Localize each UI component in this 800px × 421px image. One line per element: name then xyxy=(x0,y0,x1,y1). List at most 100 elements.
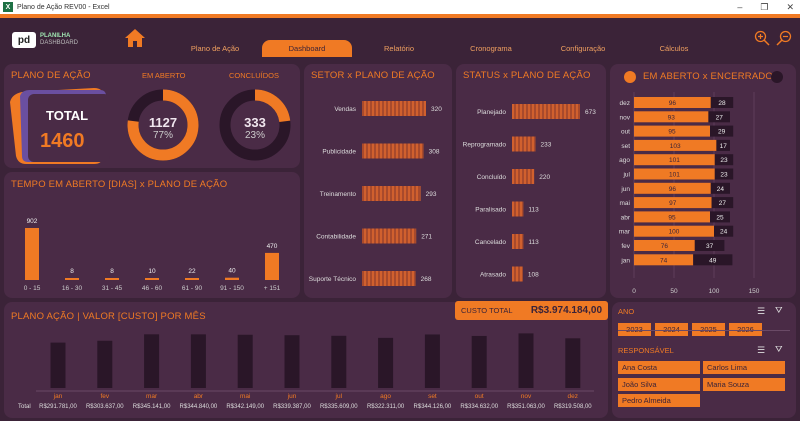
status-category-label: Atrasado xyxy=(480,272,506,279)
year-filter-2026[interactable]: 2026 xyxy=(729,323,762,336)
close-button[interactable]: ✕ xyxy=(786,1,794,12)
ae-aberto-bar xyxy=(634,125,710,137)
resp-multiselect-icon[interactable]: ☰ xyxy=(757,345,766,355)
ano-clear-filter-icon[interactable]: ⛛ xyxy=(775,305,783,315)
minimize-button[interactable]: – xyxy=(737,2,743,12)
ae-aberto-value: 76 xyxy=(661,243,669,250)
tab-dashboard[interactable]: Dashboard xyxy=(262,40,352,57)
ae-encerrado-bar xyxy=(714,225,734,237)
tab-configura-o[interactable]: Configuração xyxy=(560,44,606,53)
tab-plano-de-a-o[interactable]: Plano de Ação xyxy=(190,44,240,53)
tempo-title: TEMPO EM ABERTO [DIAS] x PLANO DE AÇÃO xyxy=(11,179,228,190)
ae-encerrado-bar xyxy=(710,182,730,194)
ae-aberto-bar xyxy=(634,139,717,151)
custo-bar xyxy=(331,335,347,388)
custo-total-value: R$3.974.184,00 xyxy=(530,305,602,316)
window-titlebar: X Plano de Ação REV00 - Excel – ❐ ✕ xyxy=(0,0,800,14)
setor-value-label: 320 xyxy=(431,106,442,113)
custo-value-label: R$342.149,00 xyxy=(226,404,264,410)
tab-c-lculos[interactable]: Cálculos xyxy=(659,44,689,53)
custo-month-label: dez xyxy=(568,393,578,400)
ae-month-label: fev xyxy=(621,243,630,250)
window-title: Plano de Ação REV00 - Excel xyxy=(17,3,110,11)
ano-multiselect-icon[interactable]: ☰ xyxy=(757,306,766,316)
resp-label: RESPONSÁVEL xyxy=(618,346,674,355)
filter-divider xyxy=(618,330,790,331)
custo-value-label: R$303.637,00 xyxy=(86,404,124,410)
responsavel-filter-item[interactable]: João Silva xyxy=(618,377,700,391)
tempo-chart: 902 0 - 15 8 16 - 30 8 31 - 45 10 46 - 60 22 61 -… xyxy=(24,218,281,292)
status-value-label: 220 xyxy=(539,174,550,181)
responsavel-filter-item[interactable]: Ana Costa xyxy=(618,361,700,374)
tempo-bar xyxy=(145,278,159,280)
ae-encerrado-value: 23 xyxy=(720,157,728,164)
setor-panel: SETOR x PLANO DE AÇÃO Vendas 320 Publicida… xyxy=(304,64,452,298)
setor-value-label: 271 xyxy=(421,234,432,241)
ae-axis-tick: 0 xyxy=(632,288,636,295)
ae-aberto-value: 103 xyxy=(670,143,681,150)
maximize-button[interactable]: ❐ xyxy=(760,1,769,12)
responsavel-filter-item[interactable]: Maria Souza xyxy=(703,377,785,391)
home-icon[interactable] xyxy=(124,28,146,48)
tempo-panel: TEMPO EM ABERTO [DIAS] x PLANO DE AÇÃO 9… xyxy=(4,172,300,298)
concluidos-label: CONCLUÍDOS xyxy=(229,71,280,80)
brand-logo: pd PLANILHA DASHBOARD xyxy=(12,30,80,50)
tempo-category-label: 16 - 30 xyxy=(62,285,83,292)
custo-bar xyxy=(284,335,300,388)
ae-aberto-value: 96 xyxy=(669,100,677,107)
total-cards xyxy=(10,88,110,164)
ae-aberto-value: 97 xyxy=(669,200,677,207)
ae-aberto-bar xyxy=(634,111,709,123)
status-bar xyxy=(512,169,535,184)
zoom-out-icon[interactable] xyxy=(776,30,792,46)
ae-aberto-bar xyxy=(634,182,711,194)
ae-encerrado-value: 25 xyxy=(716,214,724,221)
ae-aberto-bar xyxy=(634,254,694,266)
tab-cronograma[interactable]: Cronograma xyxy=(470,44,512,53)
tempo-value-label: 10 xyxy=(148,268,156,275)
tempo-value-label: 8 xyxy=(110,268,114,275)
status-category-label: Concluído xyxy=(477,174,507,181)
ae-month-label: mai xyxy=(620,200,630,207)
custo-bar xyxy=(190,334,206,388)
status-bar xyxy=(512,201,524,217)
setor-category-label: Suporte Técnico xyxy=(309,276,357,283)
setor-value-label: 308 xyxy=(429,149,440,156)
year-filter-2023[interactable]: 2023 xyxy=(618,323,651,336)
custo-value-label: R$335.609,00 xyxy=(320,404,358,410)
ae-month-label: jan xyxy=(620,257,630,264)
setor-title: SETOR x PLANO DE AÇÃO xyxy=(311,70,435,81)
ae-axis-tick: 50 xyxy=(670,288,678,295)
custo-value-label: R$344.126,00 xyxy=(414,404,452,410)
responsavel-filter-item[interactable]: Carlos Lima xyxy=(703,361,785,374)
custo-bar xyxy=(565,338,581,388)
custo-bar xyxy=(518,333,534,388)
ae-encerrado-bar xyxy=(708,111,730,123)
ae-axis-tick: 150 xyxy=(749,288,760,295)
brand-sub: DASHBOARD xyxy=(40,40,79,46)
zoom-in-icon[interactable] xyxy=(754,30,770,46)
setor-bar xyxy=(362,271,416,286)
custo-bar xyxy=(424,334,440,388)
status-category-label: Paralisado xyxy=(475,207,506,214)
responsavel-filter-item[interactable]: Pedro Almeida xyxy=(618,394,700,407)
ae-month-label: mar xyxy=(619,229,631,236)
custo-value-label: R$339.387,00 xyxy=(273,404,311,410)
tab-relat-rio[interactable]: Relatório xyxy=(383,44,414,53)
custo-month-label: jun xyxy=(287,393,297,400)
resp-clear-filter-icon[interactable]: ⛛ xyxy=(775,344,783,354)
ae-encerrado-value: 27 xyxy=(716,114,724,121)
status-panel: STATUS x PLANO DE AÇÃO Planejado 673 Repro… xyxy=(456,64,606,298)
custo-bar xyxy=(144,334,160,388)
year-filter-2025[interactable]: 2025 xyxy=(692,323,725,336)
custo-total-label: CUSTO TOTAL xyxy=(461,306,513,315)
year-filter-2024[interactable]: 2024 xyxy=(655,323,688,336)
custo-total-box: CUSTO TOTAL R$3.974.184,00 xyxy=(455,301,608,320)
aberto-pct: 77% xyxy=(152,130,173,141)
custo-month-label: out xyxy=(475,393,484,400)
tempo-value-label: 22 xyxy=(188,268,196,275)
ae-encerrado-value: 24 xyxy=(720,229,728,236)
custo-month-label: jul xyxy=(335,393,343,400)
ae-month-label: ago xyxy=(619,157,630,164)
custo-value-label: R$291.781,00 xyxy=(39,404,77,410)
